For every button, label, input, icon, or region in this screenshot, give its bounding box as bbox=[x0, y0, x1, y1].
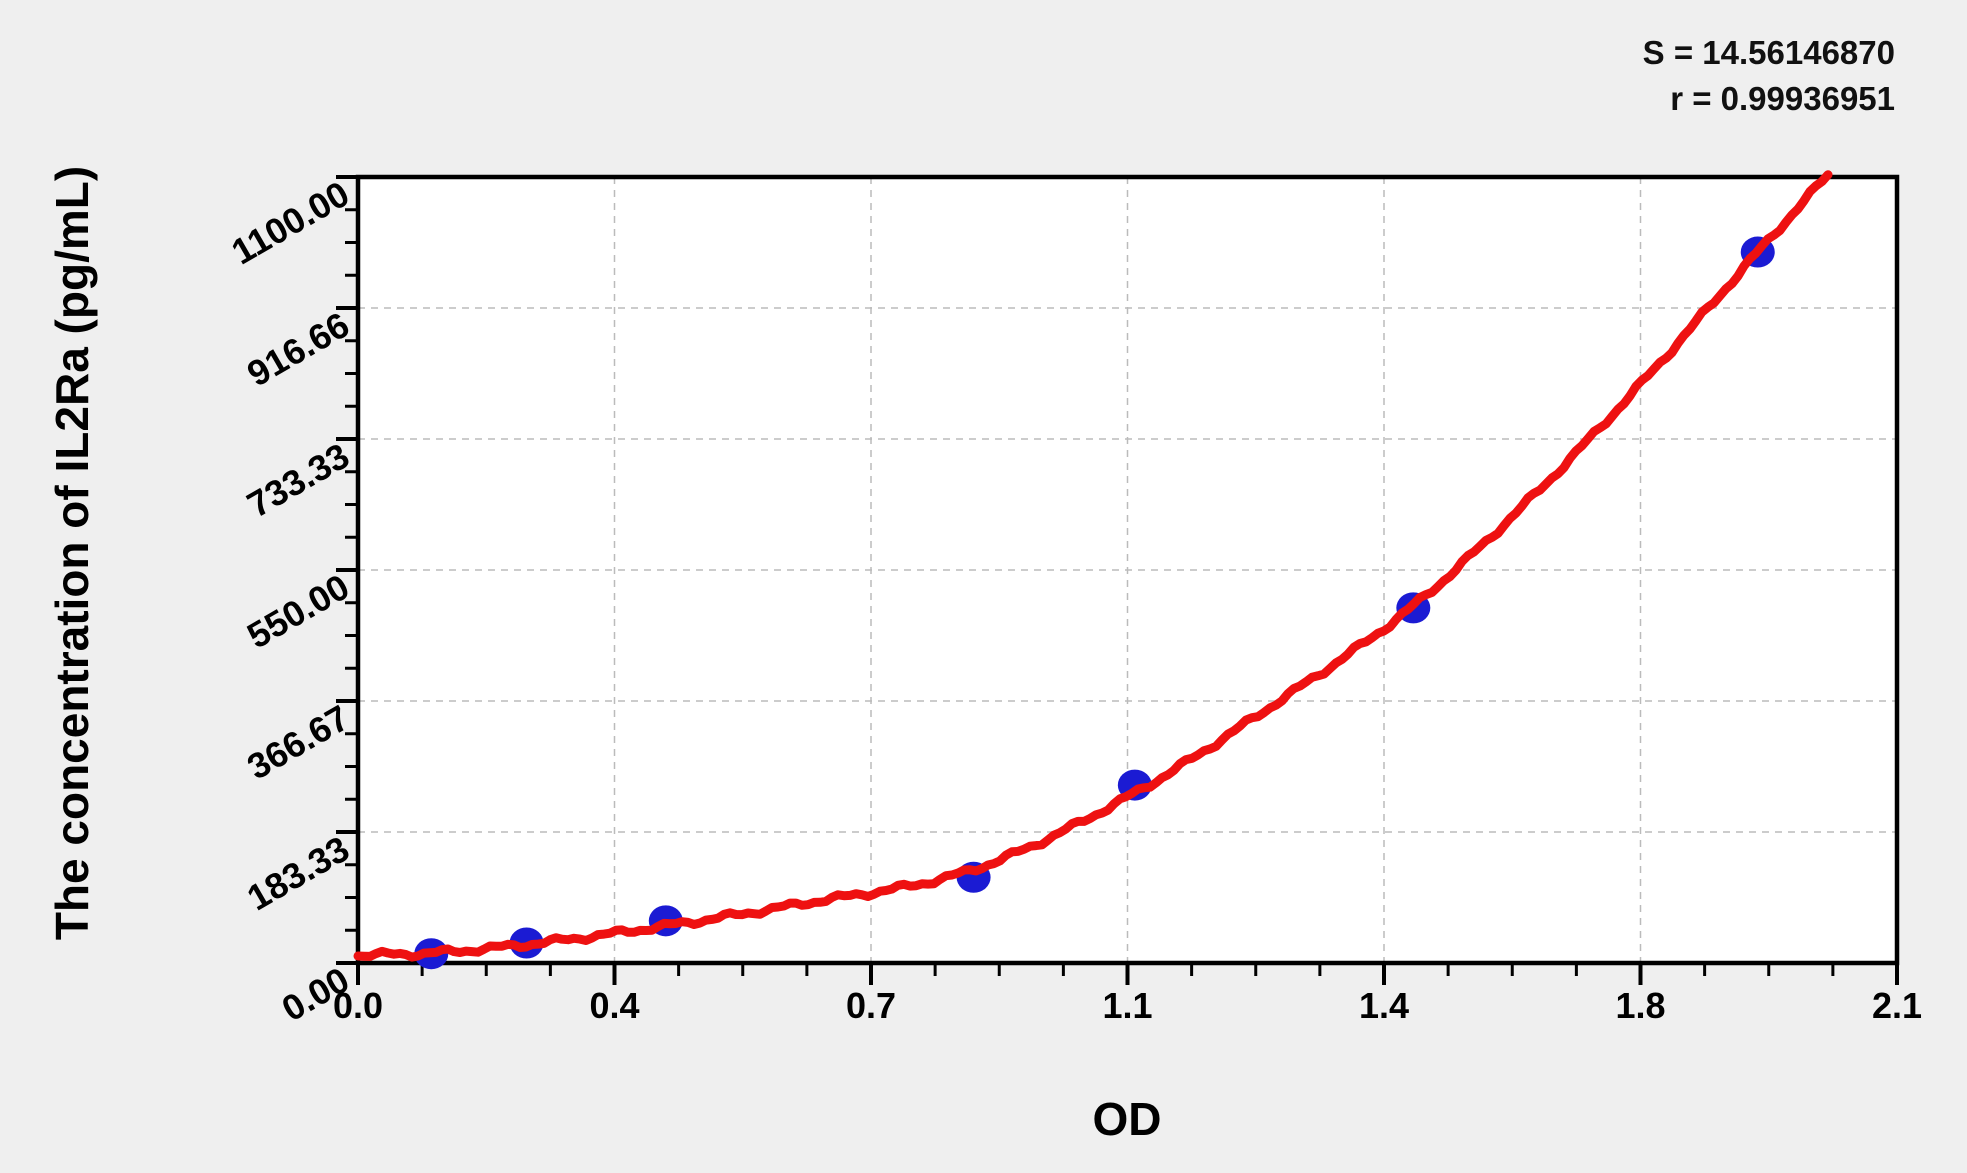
fit-stat-s: S = 14.56146870 bbox=[1642, 34, 1895, 71]
x-tick-label: 0.4 bbox=[589, 985, 640, 1026]
y-axis-title: The concentration of IL2Ra (pg/mL) bbox=[46, 165, 98, 941]
fit-stat-r: r = 0.99936951 bbox=[1670, 80, 1895, 117]
x-axis-title: OD bbox=[1092, 1093, 1162, 1145]
x-tick-label: 1.1 bbox=[1102, 985, 1153, 1026]
x-tick-label: 0.7 bbox=[845, 985, 897, 1026]
x-tick-label: 2.1 bbox=[1871, 985, 1923, 1026]
x-tick-label: 1.4 bbox=[1358, 985, 1410, 1026]
plot-border bbox=[355, 174, 1900, 966]
x-tick-label: 1.8 bbox=[1615, 985, 1666, 1026]
fit-curve bbox=[353, 170, 1833, 962]
x-tick-label: 0.0 bbox=[332, 985, 384, 1026]
fit-statistics: S = 14.56146870 r = 0.99936951 bbox=[1643, 30, 1895, 122]
